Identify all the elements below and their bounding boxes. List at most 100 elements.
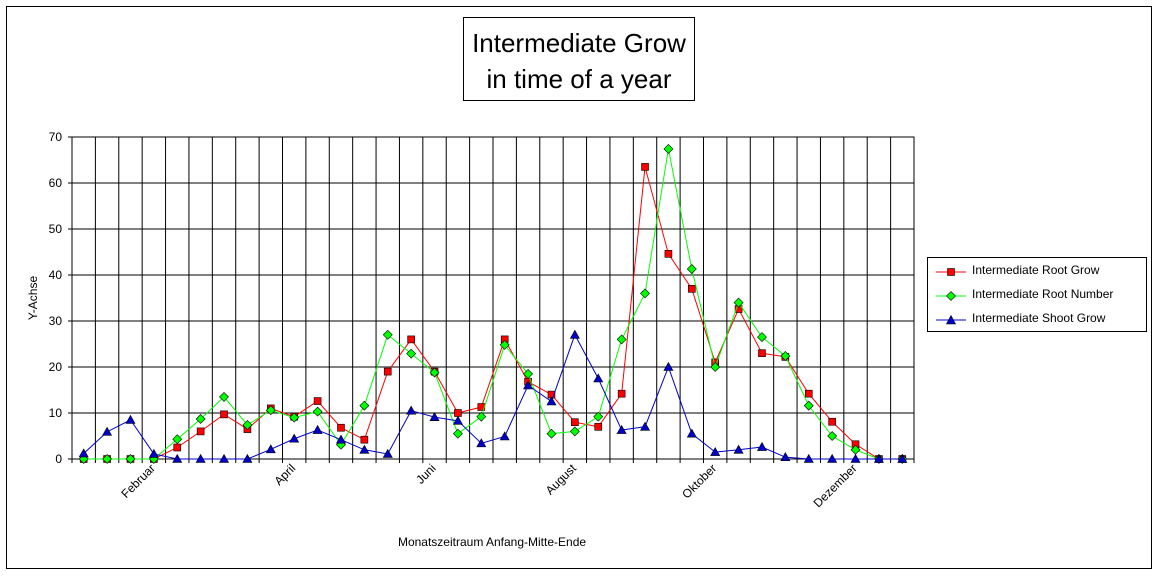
data-point-root-number (242, 420, 253, 430)
data-point-shoot-grow (523, 380, 534, 390)
data-point-root-grow (594, 422, 603, 431)
series-line-2 (83, 148, 903, 460)
x-tick-label: August (543, 461, 580, 498)
series-line-1 (83, 166, 903, 460)
data-point-root-grow (828, 417, 836, 426)
data-point-root-grow (641, 163, 649, 171)
data-point-shoot-grow (850, 453, 861, 463)
data-point-root-number (195, 414, 206, 424)
data-point-root-number (289, 412, 300, 423)
data-point-root-number (827, 431, 838, 441)
x-tick-label: April (271, 461, 298, 488)
y-tick-label: 60 (49, 176, 63, 190)
data-point-root-number (406, 348, 417, 359)
y-tick-label: 50 (49, 222, 63, 236)
chart-legend: Intermediate Root Grow Intermediate Root… (927, 257, 1147, 332)
data-point-shoot-grow (219, 453, 230, 463)
series-line-3 (83, 333, 903, 460)
data-point-shoot-grow (172, 453, 183, 463)
data-point-root-grow (571, 418, 579, 427)
data-point-shoot-grow (148, 448, 159, 458)
data-point-shoot-grow (897, 453, 908, 463)
data-point-shoot-grow (803, 453, 814, 463)
data-point-root-number (499, 339, 510, 350)
data-point-shoot-grow (546, 396, 557, 406)
data-point-root-number (523, 368, 534, 379)
data-point-root-grow (617, 389, 626, 398)
legend-label-shoot-grow: Intermediate Shoot Grow (972, 311, 1106, 325)
data-point-root-grow (383, 367, 392, 376)
data-point-shoot-grow (663, 361, 674, 371)
chart-title-box: Intermediate Grow in time of a year (463, 17, 695, 101)
data-point-root-number (686, 264, 697, 274)
data-point-shoot-grow (195, 453, 206, 463)
data-point-shoot-grow (569, 329, 580, 339)
data-point-shoot-grow (265, 444, 276, 454)
data-point-shoot-grow (710, 446, 721, 456)
data-point-shoot-grow (873, 453, 884, 463)
data-point-shoot-grow (78, 448, 89, 458)
data-point-root-grow (804, 389, 813, 398)
x-tick-label: Dezember (811, 461, 860, 510)
legend-swatch-root-number (936, 291, 966, 301)
legend-item-root-grow: Intermediate Root Grow (934, 262, 1144, 282)
data-point-root-number (710, 362, 721, 372)
data-point-root-number (265, 405, 276, 416)
legend-item-shoot-grow: Intermediate Shoot Grow (934, 310, 1144, 330)
data-point-shoot-grow (733, 444, 744, 454)
data-point-shoot-grow (499, 431, 510, 441)
data-point-shoot-grow (382, 448, 393, 458)
legend-swatch-shoot-grow (936, 314, 966, 325)
legend-swatch-root-grow (936, 268, 966, 276)
data-point-shoot-grow (242, 453, 253, 463)
data-point-root-grow (360, 435, 369, 444)
data-point-root-number (172, 434, 183, 445)
data-point-root-grow (758, 349, 766, 358)
data-point-root-number (593, 411, 604, 422)
x-axis-title: Monatszeitraum Anfang-Mitte-Ende (398, 535, 586, 549)
data-point-root-number (640, 288, 650, 299)
y-tick-label: 10 (49, 406, 63, 420)
legend-item-root-number: Intermediate Root Number (934, 286, 1144, 306)
data-point-root-number (102, 454, 113, 464)
data-point-root-number (476, 411, 487, 422)
data-point-root-number (780, 351, 791, 361)
data-point-shoot-grow (827, 453, 838, 463)
data-point-shoot-grow (616, 424, 627, 434)
data-point-shoot-grow (429, 412, 440, 421)
chart-title-line-2: in time of a year (486, 64, 672, 94)
data-point-shoot-grow (335, 434, 346, 444)
data-point-shoot-grow (359, 444, 370, 454)
data-point-root-grow (454, 409, 462, 417)
data-point-root-grow (196, 427, 205, 436)
data-point-root-number (663, 144, 674, 154)
data-point-root-grow (220, 410, 228, 419)
y-axis-title: Y-Achse (26, 276, 40, 321)
x-tick-label: Februar (118, 461, 158, 501)
data-point-shoot-grow (406, 405, 417, 415)
data-point-root-number (452, 428, 463, 439)
x-tick-label: Juni (413, 461, 438, 486)
legend-label-root-number: Intermediate Root Number (972, 287, 1114, 301)
data-point-shoot-grow (640, 421, 651, 431)
plot-border (71, 136, 915, 460)
x-tick-label: Oktober (679, 461, 719, 501)
data-point-root-number (616, 334, 627, 345)
y-tick-label: 40 (49, 268, 63, 282)
data-point-shoot-grow (289, 433, 300, 443)
data-point-shoot-grow (312, 424, 323, 434)
data-point-shoot-grow (102, 426, 113, 436)
legend-label-root-grow: Intermediate Root Grow (972, 263, 1100, 277)
y-tick-label: 30 (49, 314, 63, 328)
data-point-shoot-grow (780, 452, 791, 461)
data-point-shoot-grow (686, 428, 697, 438)
data-point-shoot-grow (476, 438, 487, 448)
data-point-root-number (312, 406, 323, 417)
data-point-shoot-grow (452, 415, 463, 425)
data-point-root-grow (173, 443, 182, 452)
data-point-root-grow (664, 250, 673, 258)
data-point-root-grow (688, 284, 696, 293)
data-point-root-number (803, 400, 814, 411)
data-point-shoot-grow (593, 373, 604, 383)
